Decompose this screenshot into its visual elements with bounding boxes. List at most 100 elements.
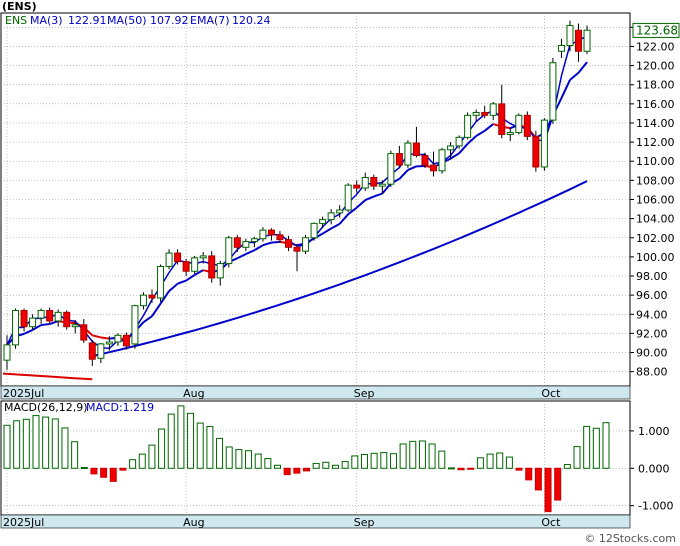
legend-ma3-name: MA(3) (30, 14, 63, 27)
candle-down (284, 239, 292, 248)
ema7-segment (49, 320, 59, 325)
macd-bar-positive (418, 440, 426, 469)
candle-up (12, 309, 20, 346)
x-axis-label: Sep (354, 516, 375, 529)
x-axis-label: 2025Jul (3, 516, 44, 529)
macd-bar-positive (61, 427, 69, 469)
macd-bar-positive (486, 453, 494, 469)
macd-bar-positive (225, 446, 233, 469)
macd-bar-negative (119, 467, 127, 471)
price-tick-label: 120.00 (636, 60, 675, 73)
macd-bar-positive (22, 418, 30, 469)
macd-bar-positive (409, 440, 417, 469)
price-tick-label: 118.00 (636, 79, 675, 92)
macd-bar-negative (534, 467, 542, 491)
price-tick-label: 96.00 (636, 289, 668, 302)
candle-up (242, 241, 250, 248)
ema7-segment (569, 71, 580, 81)
ema7-segment (177, 279, 187, 285)
price-tick-label: 122.00 (636, 40, 675, 53)
ema7-segment (41, 323, 50, 327)
macd-bar-negative (283, 467, 291, 476)
ema7-segment (458, 143, 469, 154)
macd-bar-negative (525, 467, 533, 481)
candle-up (105, 341, 113, 345)
candle-down (88, 342, 96, 360)
candle-down (182, 261, 190, 272)
macd-bar-positive (235, 449, 243, 469)
macd-bar-positive (399, 443, 407, 469)
candle-down (430, 164, 437, 172)
macd-bar-negative (467, 467, 475, 470)
candle-down (267, 229, 275, 236)
ema7-segment (100, 336, 110, 340)
macd-bar-negative (544, 467, 552, 513)
macd-bar-positive (148, 444, 156, 469)
macd-bar-negative (554, 467, 562, 501)
ema7-segment (381, 182, 392, 195)
macd-tick-label: -1.000 (638, 500, 673, 513)
candle-up (131, 305, 139, 345)
ema7-segment (398, 169, 409, 180)
candle-up (540, 119, 548, 168)
candle-down (575, 29, 583, 52)
macd-bar-positive (573, 446, 581, 469)
macd-bar-positive (322, 461, 330, 469)
ema7-segment (373, 192, 383, 198)
price-tick-label: 94.00 (636, 308, 668, 321)
macd-bar-positive (32, 415, 40, 469)
price-tick-label: 110.00 (636, 155, 675, 168)
price-tick-label: 106.00 (636, 194, 675, 207)
price-tick-label: 88.00 (636, 366, 668, 379)
candle-up (165, 252, 173, 267)
price-tick-label: 92.00 (636, 327, 668, 340)
macd-bar-positive (71, 441, 79, 469)
macd-tick-label: 0.000 (638, 462, 670, 475)
candle-up (3, 344, 11, 361)
macd-bar-positive (129, 459, 137, 469)
ema7-segment (407, 165, 417, 171)
candle-down (293, 246, 301, 252)
ma50-path (92, 180, 588, 358)
legend-ema7-name: EMA(7) (190, 14, 230, 27)
macd-bar-positive (592, 427, 600, 469)
legend-ma50-name: MA(50) (107, 14, 147, 27)
candle-up (455, 136, 463, 147)
ema7-segment (245, 249, 255, 256)
macd-bar-positive (177, 405, 185, 469)
ema7-segment (322, 227, 332, 235)
ema7-segment (450, 152, 460, 160)
macd-bar-positive (51, 418, 59, 469)
macd-value-label: MACD:1.219 (86, 401, 154, 414)
x-axis-label: Aug (183, 516, 204, 529)
macd-axis: 1.000 0.000 -1.000 (630, 425, 673, 513)
macd-bar-negative (457, 467, 465, 471)
macd-bar-positive (138, 453, 146, 469)
ema7-segment (23, 329, 34, 335)
price-tick-label: 114.00 (636, 117, 675, 130)
price-grid (1, 13, 630, 386)
candle-down (523, 114, 531, 137)
macd-bar-positive (158, 428, 166, 469)
macd-bar-positive (438, 450, 446, 469)
candle-up (97, 343, 105, 359)
macd-bar-positive (389, 453, 397, 469)
candle-up (361, 177, 369, 189)
candle-up (506, 132, 514, 135)
bottom-x-labels: 2025Jul Aug Sep Oct (3, 516, 561, 529)
price-tick-label: 108.00 (636, 174, 675, 187)
candle-up (37, 309, 45, 319)
price-tick-label: 116.00 (636, 98, 675, 111)
legend-ma50-value: 107.92 (150, 14, 189, 27)
ema7-segment (185, 274, 196, 282)
candle-up (114, 334, 122, 343)
candle-down (353, 184, 361, 189)
price-tick-label: 112.00 (636, 136, 675, 149)
candle-up (250, 238, 258, 243)
candle-up (199, 255, 207, 259)
candle-up (583, 29, 591, 52)
price-tick-label: 100.00 (636, 251, 675, 264)
candle-up (225, 237, 233, 265)
macd-bar-positive (370, 452, 378, 469)
